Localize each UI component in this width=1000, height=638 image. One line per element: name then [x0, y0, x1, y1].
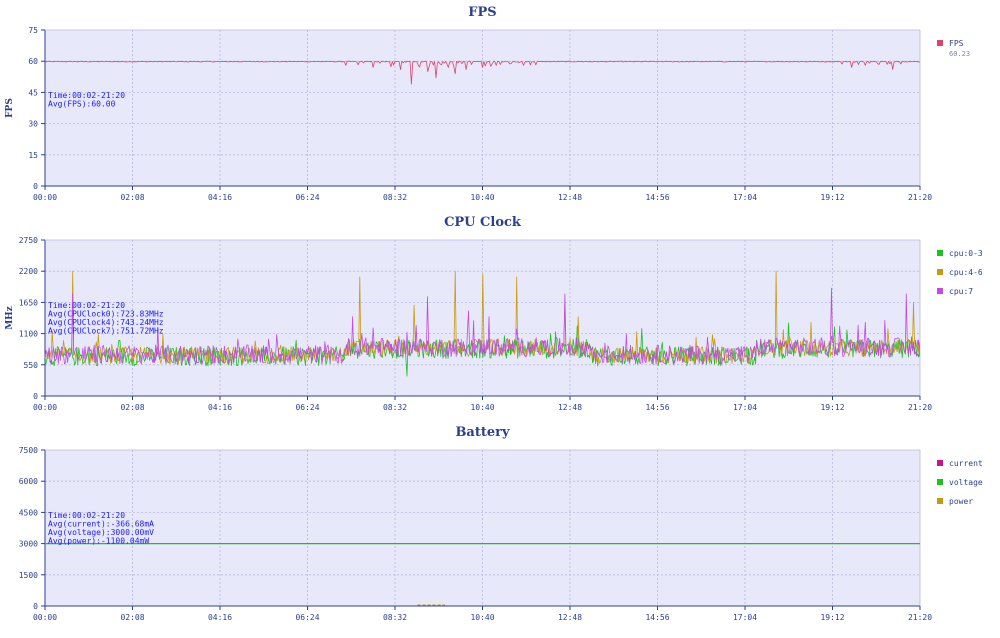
x-tick-label: 17:04 — [733, 403, 757, 412]
x-tick-label: 10:40 — [470, 193, 494, 202]
stats-annotation: Time:00:02-21:20 — [48, 301, 125, 310]
x-tick-label: 08:32 — [383, 193, 407, 202]
y-tick-label: 550 — [24, 361, 39, 370]
x-tick-label: 10:40 — [470, 613, 494, 622]
y-tick-label: 0 — [33, 602, 38, 611]
x-tick-label: 04:16 — [208, 193, 232, 202]
legend-label: cpu:4-6 — [949, 268, 983, 277]
x-tick-label: 00:00 — [33, 613, 57, 622]
y-tick-label: 1100 — [19, 330, 38, 339]
chart-fps: FPS 0 15 30 45 60 75 00:00 02:08 04:16 06:24 08:32 1… — [5, 5, 970, 202]
y-tick-label: 75 — [28, 26, 38, 35]
legend-label: FPS — [949, 39, 964, 48]
x-tick-label: 14:56 — [645, 193, 669, 202]
y-tick-label: 0 — [33, 182, 38, 191]
y-tick-label: 0 — [33, 392, 38, 401]
chart-battery: Battery 0 1500 3000 4500 6000 7500 00:00 02:08 04… — [19, 425, 983, 622]
y-tick-label: 6000 — [19, 477, 38, 486]
x-tick-label: 19:12 — [820, 613, 844, 622]
y-axis-label: MHz — [5, 306, 15, 330]
y-tick-label: 30 — [28, 120, 38, 129]
chart-cpu-clock: CPU Clock 0 550 1100 1650 2200 2750 00:00 02:08 0… — [5, 215, 983, 412]
x-tick-label: 14:56 — [645, 613, 669, 622]
series-line-cpu-4-6 — [44, 270, 921, 364]
legend-label: current — [949, 459, 983, 468]
legend-swatch — [937, 479, 943, 485]
stats-annotation: Time:00:02-21:20 — [48, 511, 125, 520]
y-tick-label: 1500 — [19, 571, 38, 580]
legend-swatch — [937, 269, 943, 275]
chart-title: CPU Clock — [444, 215, 522, 230]
x-tick-label: 00:00 — [33, 403, 57, 412]
x-tick-label: 19:12 — [820, 403, 844, 412]
x-tick-label: 17:04 — [733, 193, 757, 202]
x-tick-label: 00:00 — [33, 193, 57, 202]
stats-annotation: Avg(CPUClock4):743.24MHz — [48, 318, 164, 327]
stats-annotation: Avg(voltage):3000.00mV — [48, 528, 154, 537]
series-line-cpu-7 — [44, 287, 921, 365]
x-tick-label: 12:48 — [558, 403, 582, 412]
x-tick-label: 14:56 — [645, 403, 669, 412]
y-axis-label: FPS — [5, 98, 15, 118]
x-tick-label: 04:16 — [208, 613, 232, 622]
stats-annotation: Avg(CPUClock0):723.83MHz — [48, 310, 164, 319]
y-tick-label: 4500 — [19, 508, 38, 517]
series-line-FPS — [44, 60, 921, 85]
stats-annotation: Avg(FPS):60.00 — [48, 100, 116, 109]
y-tick-label: 7500 — [19, 446, 38, 455]
chart-title: FPS — [468, 5, 496, 20]
legend-label: cpu:0-3 — [949, 249, 983, 258]
x-tick-label: 02:08 — [120, 613, 144, 622]
x-tick-label: 06:24 — [295, 193, 319, 202]
stats-annotation: Time:00:02-21:20 — [48, 91, 125, 100]
stats-annotation: Avg(power):-1100.04mW — [48, 537, 149, 546]
y-tick-label: 1650 — [19, 298, 38, 307]
chart-title: Battery — [455, 425, 510, 440]
x-tick-label: 02:08 — [120, 193, 144, 202]
x-tick-label: 08:32 — [383, 613, 407, 622]
x-tick-label: 10:40 — [470, 403, 494, 412]
legend-swatch — [937, 498, 943, 504]
x-tick-label: 02:08 — [120, 403, 144, 412]
x-tick-label: 17:04 — [733, 613, 757, 622]
x-tick-label: 21:20 — [908, 613, 932, 622]
x-tick-label: 21:20 — [908, 403, 932, 412]
legend-swatch — [937, 460, 943, 466]
y-tick-label: 2200 — [19, 267, 38, 276]
x-tick-label: 21:20 — [908, 193, 932, 202]
y-tick-label: 3000 — [19, 540, 38, 549]
y-tick-label: 2750 — [19, 236, 38, 245]
y-tick-label: 45 — [28, 88, 38, 97]
x-tick-label: 04:16 — [208, 403, 232, 412]
legend-swatch — [937, 40, 943, 46]
legend-label: cpu:7 — [949, 287, 973, 296]
stats-annotation: Avg(CPUClock7):751.72MHz — [48, 327, 164, 336]
stats-annotation: Avg(current):-366.68mA — [48, 520, 154, 529]
x-tick-label: 06:24 — [295, 613, 319, 622]
legend-label: power — [949, 497, 973, 506]
x-tick-label: 12:48 — [558, 193, 582, 202]
legend-sublabel: 60.23 — [949, 50, 970, 58]
x-tick-label: 19:12 — [820, 193, 844, 202]
x-tick-label: 06:24 — [295, 403, 319, 412]
x-tick-label: 12:48 — [558, 613, 582, 622]
x-tick-label: 08:32 — [383, 403, 407, 412]
legend-label: voltage — [949, 478, 983, 487]
legend-swatch — [937, 288, 943, 294]
y-tick-label: 60 — [28, 57, 38, 66]
legend-swatch — [937, 250, 943, 256]
y-tick-label: 15 — [28, 151, 38, 160]
